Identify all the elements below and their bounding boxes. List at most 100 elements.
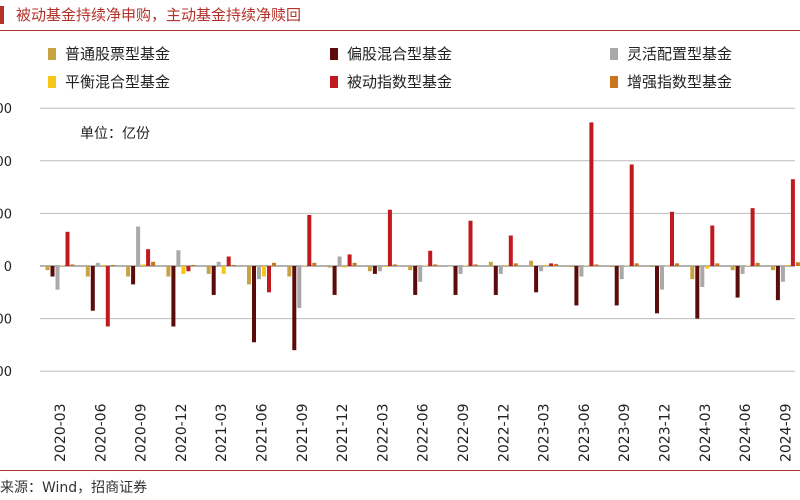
bar xyxy=(619,266,624,280)
bar xyxy=(589,122,594,266)
bar xyxy=(387,209,392,266)
bar xyxy=(367,266,372,272)
bar xyxy=(211,266,216,295)
bar xyxy=(609,266,614,268)
bar xyxy=(428,250,433,266)
bar xyxy=(569,266,574,268)
bar xyxy=(100,264,105,266)
bar xyxy=(171,266,176,327)
bar xyxy=(327,266,332,268)
bar xyxy=(141,264,146,266)
bar xyxy=(614,266,619,306)
bar xyxy=(493,266,498,295)
x-tick-label: 2021-09 xyxy=(295,404,311,463)
bar xyxy=(347,254,352,266)
x-tick-label: 2023-03 xyxy=(537,404,553,463)
x-tick-label: 2024-06 xyxy=(738,403,754,462)
bar xyxy=(544,264,549,266)
bar xyxy=(473,264,478,266)
bar xyxy=(55,266,60,290)
x-tick-label: 2022-06 xyxy=(416,403,432,462)
bar xyxy=(463,265,468,266)
bar-chart: -2000 -1000 0 1000 2000 3000 单位：亿份 普通股票型基金 偏股混合型… xyxy=(0,45,800,463)
bar xyxy=(292,266,297,351)
x-tick-label: 2021-06 xyxy=(255,403,271,462)
bar xyxy=(181,266,186,274)
bar xyxy=(166,266,171,277)
bar xyxy=(136,226,141,266)
bar xyxy=(453,266,458,295)
bar xyxy=(226,256,231,266)
x-tick-label: 2020-09 xyxy=(134,404,150,463)
bar xyxy=(176,250,181,266)
bar xyxy=(508,235,513,266)
bar xyxy=(579,266,584,277)
bar xyxy=(795,262,800,266)
x-tick-label: 2023-09 xyxy=(617,404,633,463)
bar xyxy=(342,266,347,268)
bar xyxy=(105,266,110,327)
bar xyxy=(785,264,790,266)
bar xyxy=(775,266,780,301)
bar xyxy=(95,262,100,266)
bar xyxy=(629,164,634,266)
bar xyxy=(468,220,473,266)
bar xyxy=(252,266,256,343)
source-note: 来源：Wind，招商证券 xyxy=(0,480,148,496)
bar xyxy=(670,211,674,266)
bar xyxy=(488,261,493,266)
bar xyxy=(735,266,740,298)
bar xyxy=(191,264,196,266)
bar xyxy=(110,264,115,266)
bar xyxy=(700,266,705,288)
x-tick-label: 2020-12 xyxy=(174,404,190,463)
bar xyxy=(297,266,302,309)
legend-swatch xyxy=(330,48,338,60)
x-tick-label: 2023-12 xyxy=(658,404,674,463)
bar xyxy=(655,266,659,314)
bar xyxy=(745,265,750,266)
bar xyxy=(539,266,544,272)
bar xyxy=(65,231,70,266)
legend-label: 增强指数型基金 xyxy=(627,73,732,91)
bar xyxy=(750,208,755,266)
bar xyxy=(660,266,664,290)
bar xyxy=(126,266,131,277)
chart-title: 被动基金持续净申购，主动基金持续净赎回 xyxy=(16,6,302,24)
bar xyxy=(529,260,534,266)
bar xyxy=(70,264,75,266)
bar xyxy=(549,263,554,266)
bar xyxy=(503,264,508,266)
bar xyxy=(272,262,276,266)
bar xyxy=(337,256,342,266)
bar xyxy=(534,266,539,293)
bar xyxy=(498,266,503,274)
bar xyxy=(151,261,156,266)
bar xyxy=(372,266,377,274)
bar xyxy=(60,265,65,266)
bar xyxy=(221,266,226,274)
bar xyxy=(780,266,785,282)
legend-label: 灵活配置型基金 xyxy=(627,45,732,63)
bar xyxy=(594,264,599,266)
bar xyxy=(231,264,236,266)
x-tick-label: 2020-06 xyxy=(93,403,109,462)
bar xyxy=(665,265,669,267)
x-tick-label: 2023-06 xyxy=(577,403,593,462)
bar xyxy=(146,249,151,266)
bar xyxy=(50,266,55,277)
legend-label: 偏股混合型基金 xyxy=(347,45,452,63)
x-tick-label: 2024-03 xyxy=(698,404,714,463)
x-tick-label: 2024-09 xyxy=(778,404,794,463)
bar xyxy=(690,266,695,280)
unit-label: 单位：亿份 xyxy=(80,126,150,142)
bar xyxy=(715,263,720,266)
bar xyxy=(730,266,735,271)
y-tick-label: 2000 xyxy=(0,155,12,170)
bar xyxy=(413,266,418,295)
bar xyxy=(695,266,700,319)
y-tick-label: 1000 xyxy=(0,207,12,222)
bar xyxy=(257,266,261,280)
bar xyxy=(740,266,745,274)
bar xyxy=(90,266,95,311)
